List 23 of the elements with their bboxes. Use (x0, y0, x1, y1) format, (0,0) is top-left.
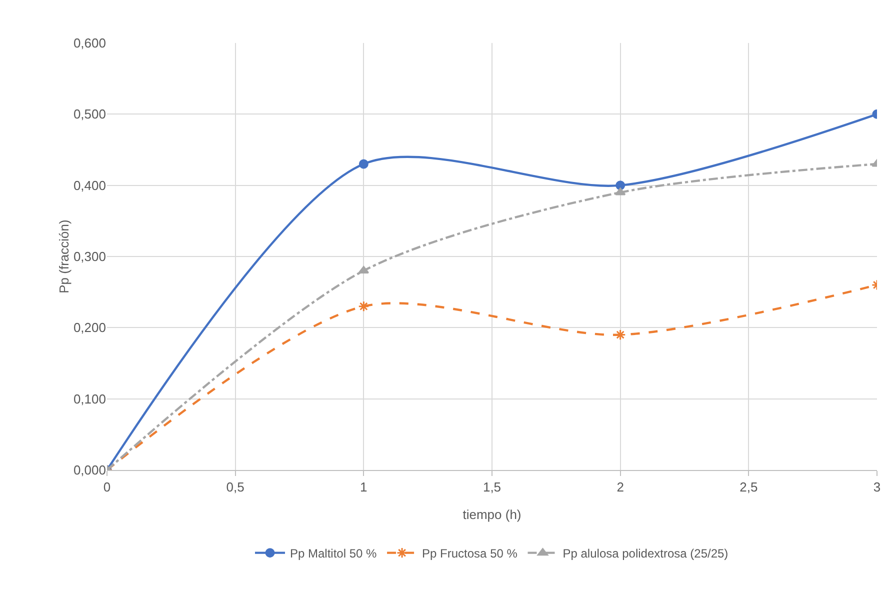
x-axis-title: tiempo (h) (462, 507, 522, 522)
y-tick-label: 0,500 (73, 106, 106, 122)
y-tick-label: 0,000 (73, 462, 106, 478)
y-axis-title: Pp (fracción) (56, 220, 72, 294)
x-tick-label: 0 (103, 480, 111, 495)
x-tick-label: 2 (616, 480, 624, 495)
legend-label: Pp alulosa polidextrosa (25/25) (562, 546, 728, 560)
point (358, 159, 368, 169)
legend-label: Pp Fructosa 50 % (422, 546, 518, 560)
point (616, 180, 626, 190)
y-tick-label: 0,600 (73, 36, 106, 51)
y-tick-label: 0,400 (73, 178, 106, 193)
x-tick-label: 1,5 (482, 480, 502, 495)
legend-label: Pp Maltitol 50 % (290, 546, 378, 560)
point (614, 329, 626, 340)
point (358, 300, 370, 312)
x-tick-label: 1 (360, 480, 368, 495)
x-tick-label: 3 (873, 480, 881, 495)
y-tick-label: 0,300 (73, 249, 106, 264)
x-tick-label: 0,5 (226, 480, 244, 495)
x-tick-label: 2,5 (740, 480, 758, 495)
y-tick-label: 0,200 (73, 320, 106, 336)
y-tick-label: 0,100 (73, 391, 106, 406)
